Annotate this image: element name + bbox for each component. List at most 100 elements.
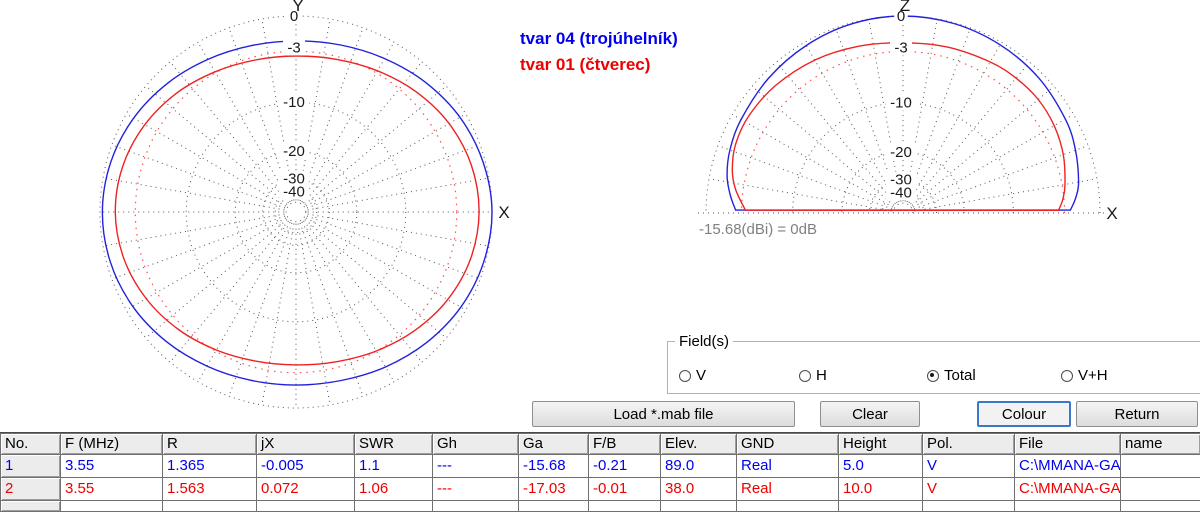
table-cell bbox=[922, 500, 1015, 512]
table-row-1: 1 3.55 1.365 -0.005 1.1 --- -15.68 -0.21 89.0 Rea… bbox=[0, 454, 1200, 478]
return-button[interactable]: Return bbox=[1076, 401, 1198, 427]
radio-v-plus-h[interactable]: V+H bbox=[1061, 367, 1108, 384]
table-cell: -15.68 bbox=[518, 454, 589, 478]
col-header-fmhz: F (MHz) bbox=[60, 433, 163, 455]
ring-label: -40 bbox=[283, 183, 305, 200]
ring-label: -3 bbox=[287, 39, 300, 56]
table-cell: C:\MMANA-GA bbox=[1014, 454, 1121, 478]
radio-circle-icon[interactable] bbox=[799, 369, 811, 382]
col-header-gnd: GND bbox=[736, 433, 839, 455]
table-cell: 3.55 bbox=[60, 454, 163, 478]
table-cell: 0.072 bbox=[256, 477, 355, 501]
axis-label-top: Y bbox=[292, 0, 303, 15]
fields-groupbox: Field(s) V H Total V+H bbox=[667, 333, 1200, 394]
table-cell bbox=[518, 500, 589, 512]
ring-label: 0 bbox=[897, 8, 905, 25]
table-cell bbox=[1120, 454, 1200, 478]
table-cell: --- bbox=[432, 477, 519, 501]
table-cell: C:\MMANA-GA bbox=[1014, 477, 1121, 501]
ring-label: -20 bbox=[890, 144, 912, 161]
row-selector[interactable]: 2 bbox=[0, 477, 61, 501]
table-cell: 89.0 bbox=[660, 454, 737, 478]
radio-circle-icon[interactable] bbox=[1061, 369, 1073, 382]
ring-label: -10 bbox=[890, 95, 912, 112]
col-header-height: Height bbox=[838, 433, 923, 455]
col-header-elev: Elev. bbox=[660, 433, 737, 455]
table-cell: -17.03 bbox=[518, 477, 589, 501]
table-cell: 1.1 bbox=[354, 454, 433, 478]
table-cell bbox=[838, 500, 923, 512]
table-cell: -0.21 bbox=[588, 454, 661, 478]
table-cell bbox=[1014, 500, 1121, 512]
load-mab-file-button[interactable]: Load *.mab file bbox=[532, 401, 795, 427]
radio-v[interactable]: V bbox=[679, 367, 706, 384]
row-selector[interactable]: 1 bbox=[0, 454, 61, 478]
col-header-swr: SWR bbox=[354, 433, 433, 455]
table-cell: Real bbox=[736, 454, 839, 478]
table-cell bbox=[0, 500, 61, 512]
radio-label: H bbox=[816, 367, 827, 384]
table-cell bbox=[1120, 500, 1200, 512]
table-cell bbox=[256, 500, 355, 512]
table-cell bbox=[1120, 477, 1200, 501]
axis-label-top: Z bbox=[900, 0, 910, 15]
radio-total[interactable]: Total bbox=[927, 367, 976, 384]
ring-label: -10 bbox=[283, 94, 305, 111]
gain-reference-label: -15.68(dBi) = 0dB bbox=[699, 221, 817, 238]
col-header-file: File bbox=[1014, 433, 1121, 455]
table-cell bbox=[736, 500, 839, 512]
radio-h[interactable]: H bbox=[799, 367, 827, 384]
elevation-pattern: 0 -3 -10 -20 -30-40 Z X bbox=[698, 0, 1118, 223]
table-cell bbox=[162, 500, 257, 512]
table-cell: 1.563 bbox=[162, 477, 257, 501]
trace-elevation-pattern bbox=[731, 42, 1066, 212]
table-cell: -0.01 bbox=[588, 477, 661, 501]
legend-item-1: tvar 04 (trojúhelník) bbox=[520, 29, 678, 48]
table-cell bbox=[660, 500, 737, 512]
radio-label: Total bbox=[944, 367, 976, 384]
col-header-ga: Ga bbox=[518, 433, 589, 455]
ring-label: -3 bbox=[894, 40, 907, 57]
table-cell: V bbox=[922, 477, 1015, 501]
table-row-2: 2 3.55 1.563 0.072 1.06 --- -17.03 -0.01 38.0 Rea… bbox=[0, 477, 1200, 501]
col-header-no: No. bbox=[0, 433, 61, 455]
radio-label: V bbox=[696, 367, 707, 384]
table-cell: Real bbox=[736, 477, 839, 501]
radio-circle-icon[interactable] bbox=[927, 369, 939, 382]
col-header-gh: Gh bbox=[432, 433, 519, 455]
table-cell: --- bbox=[432, 454, 519, 478]
ring-label: -30 bbox=[890, 172, 912, 189]
trace-azimuth-pattern bbox=[114, 55, 480, 366]
ring-label: -40 bbox=[890, 184, 912, 201]
table-cell: 38.0 bbox=[660, 477, 737, 501]
radio-circle-icon[interactable] bbox=[679, 369, 691, 382]
trace-azimuth-pattern bbox=[101, 40, 493, 386]
table-cell: 5.0 bbox=[838, 454, 923, 478]
table-cell bbox=[354, 500, 433, 512]
table-cell bbox=[432, 500, 519, 512]
colour-button[interactable]: Colour bbox=[977, 401, 1071, 427]
ring-label: -20 bbox=[283, 143, 305, 160]
axis-label-right: X bbox=[498, 203, 509, 222]
table-cell: V bbox=[922, 454, 1015, 478]
ring-label: 0 bbox=[290, 8, 298, 25]
col-header-jx: jX bbox=[256, 433, 355, 455]
table-cell: 1.365 bbox=[162, 454, 257, 478]
col-header-fb: F/B bbox=[588, 433, 661, 455]
table-cell: -0.005 bbox=[256, 454, 355, 478]
col-header-pol: Pol. bbox=[922, 433, 1015, 455]
table-cell bbox=[588, 500, 661, 512]
radio-label: V+H bbox=[1078, 367, 1108, 384]
col-header-r: R bbox=[162, 433, 257, 455]
table-cell bbox=[60, 500, 163, 512]
clear-button[interactable]: Clear bbox=[820, 401, 920, 427]
pattern-legend: tvar 04 (trojúhelník) tvar 01 (čtverec) bbox=[520, 26, 678, 78]
fields-groupbox-label: Field(s) bbox=[675, 333, 734, 350]
table-cell: 1.06 bbox=[354, 477, 433, 501]
legend-item-2: tvar 01 (čtverec) bbox=[520, 55, 651, 74]
axis-label-right: X bbox=[1106, 204, 1117, 223]
